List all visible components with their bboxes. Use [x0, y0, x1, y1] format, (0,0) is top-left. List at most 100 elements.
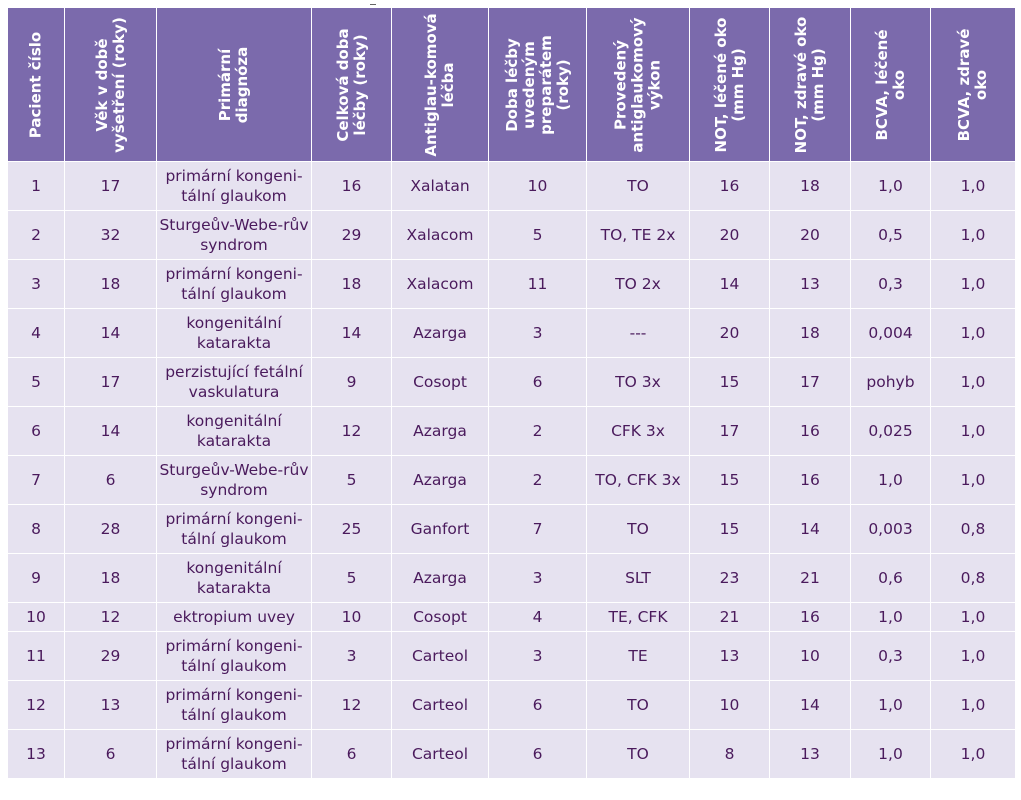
table-row: 8 28 primární kongeni-tální glaukom 25 Ganfo…: [7, 504, 1016, 554]
table-cell: ektropium uvey: [156, 602, 312, 632]
table-cell: SLT: [586, 553, 690, 603]
table-cell: 1,0: [850, 602, 931, 632]
table-cell: 5: [311, 455, 392, 505]
table-cell: 3: [488, 308, 587, 358]
table-cell: 29: [311, 210, 392, 260]
table-row: 11 29 primární kongeni-tální glaukom 3 Carte…: [7, 631, 1016, 681]
table-cell: 17: [689, 406, 770, 456]
column-header: BCVA, léčené oko: [850, 7, 931, 162]
table-cell: 25: [311, 504, 392, 554]
table-row: 1 17 primární kongeni-tální glaukom 16 Xalat…: [7, 161, 1016, 211]
table-cell: 16: [769, 455, 851, 505]
table-cell: 6: [64, 455, 157, 505]
table-cell: Carteol: [391, 680, 489, 730]
table-cell: 11: [7, 631, 65, 681]
table-cell: 15: [689, 504, 770, 554]
table-cell: 10: [488, 161, 587, 211]
table-cell: 10: [689, 680, 770, 730]
table-cell: 10: [7, 602, 65, 632]
table-cell: kongenitální katarakta: [156, 553, 312, 603]
table-cell: 2: [488, 406, 587, 456]
column-header: Věk v době vyšetření (roky): [64, 7, 157, 162]
table-cell: TO, TE 2x: [586, 210, 690, 260]
table-row: 7 6 Sturgeův-Webe-rův syndrom 5 Azarga 2 TO, C…: [7, 455, 1016, 505]
table-cell: 1: [7, 161, 65, 211]
table-cell: 13: [769, 729, 851, 779]
table-cell: 12: [311, 680, 392, 730]
column-header: Celková doba léčby (roky): [311, 7, 392, 162]
table-cell: 1,0: [850, 455, 931, 505]
table-cell: 20: [689, 308, 770, 358]
column-header-label: Doba léčby uvedeným preparátem (roky): [502, 34, 572, 135]
patient-table: Pacient číslo Věk v době vyšetření (roky)…: [7, 7, 1016, 779]
column-header-label: Antiglau-komová léčba: [422, 12, 457, 157]
table-cell: 13: [769, 259, 851, 309]
table-cell: 18: [64, 553, 157, 603]
table-cell: Xalacom: [391, 259, 489, 309]
table-cell: primární kongeni-tální glaukom: [156, 680, 312, 730]
table-cell: 0,8: [930, 504, 1016, 554]
table-cell: Cosopt: [391, 357, 489, 407]
table-cell: 1,0: [930, 631, 1016, 681]
table-cell: 7: [7, 455, 65, 505]
table-cell: perzistující fetální vaskulatura: [156, 357, 312, 407]
table-cell: 6: [488, 680, 587, 730]
table-row: 13 6 primární kongeni-tální glaukom 6 Carteo…: [7, 729, 1016, 779]
table-cell: 1,0: [930, 680, 1016, 730]
table-cell: 1,0: [930, 210, 1016, 260]
table-cell: 16: [689, 161, 770, 211]
table-cell: 3: [311, 631, 392, 681]
column-header-label: BCVA, léčené oko: [872, 28, 908, 141]
table-cell: 0,3: [850, 259, 931, 309]
table-cell: 18: [64, 259, 157, 309]
table-cell: 10: [769, 631, 851, 681]
table-row: 10 12 ektropium uvey 10 Cosopt 4 TE, CFK 21 16 1,…: [7, 602, 1016, 632]
table-cell: 17: [64, 357, 157, 407]
table-cell: TO: [586, 161, 690, 211]
table-cell: 18: [769, 308, 851, 358]
table-body: 1 17 primární kongeni-tální glaukom 16 Xalat…: [7, 161, 1016, 779]
table-cell: TO 3x: [586, 357, 690, 407]
table-cell: 8: [7, 504, 65, 554]
column-header-label: NOT, zdravé oko (mm Hg): [792, 16, 827, 153]
table-row: 5 17 perzistující fetální vaskulatura 9 Coso…: [7, 357, 1016, 407]
column-header: BCVA, zdravé oko: [930, 7, 1016, 162]
header-row: Pacient číslo Věk v době vyšetření (roky)…: [7, 7, 1016, 162]
table-cell: 17: [64, 161, 157, 211]
table-cell: Sturgeův-Webe-rův syndrom: [156, 210, 312, 260]
table-cell: ---: [586, 308, 690, 358]
table-cell: 1,0: [850, 161, 931, 211]
table-cell: Azarga: [391, 406, 489, 456]
column-header-label: BCVA, zdravé oko: [955, 28, 990, 141]
table-cell: kongenitální katarakta: [156, 406, 312, 456]
table-cell: TO 2x: [586, 259, 690, 309]
table-cell: 9: [311, 357, 392, 407]
column-header-label: Primární diagnóza: [216, 46, 251, 123]
table-cell: 3: [488, 553, 587, 603]
table-cell: 8: [689, 729, 770, 779]
table-cell: 2: [7, 210, 65, 260]
table-cell: 32: [64, 210, 157, 260]
table-row: 9 18 kongenitální katarakta 5 Azarga 3 SLT 23 21…: [7, 553, 1016, 603]
table-cell: 5: [311, 553, 392, 603]
table-row: 12 13 primární kongeni-tální glaukom 12 Cart…: [7, 680, 1016, 730]
table-cell: 28: [64, 504, 157, 554]
table-cell: 21: [689, 602, 770, 632]
table-cell: 6: [488, 729, 587, 779]
table-cell: 1,0: [930, 357, 1016, 407]
table-cell: Xalacom: [391, 210, 489, 260]
table-cell: 14: [689, 259, 770, 309]
table-cell: 12: [7, 680, 65, 730]
table-row: 2 32 Sturgeův-Webe-rův syndrom 29 Xalacom 5 TO…: [7, 210, 1016, 260]
table-cell: Carteol: [391, 729, 489, 779]
column-header-label: Věk v době vyšetření (roky): [92, 16, 128, 153]
table-cell: 14: [769, 680, 851, 730]
table-cell: 14: [769, 504, 851, 554]
table-cell: TO: [586, 729, 690, 779]
table-cell: 1,0: [930, 729, 1016, 779]
table-cell: 1,0: [930, 259, 1016, 309]
table-cell: 6: [7, 406, 65, 456]
table-cell: 15: [689, 357, 770, 407]
table-cell: Azarga: [391, 455, 489, 505]
column-header: Doba léčby uvedeným preparátem (roky): [488, 7, 587, 162]
